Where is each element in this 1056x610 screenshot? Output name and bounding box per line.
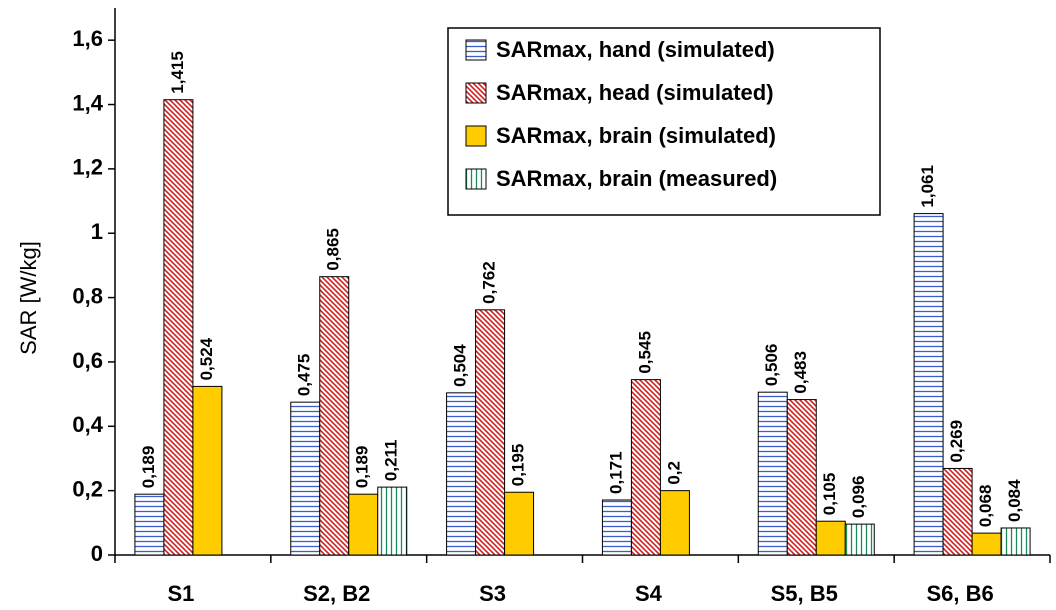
value-label: 0,084 <box>1005 479 1024 522</box>
y-tick-label: 1,2 <box>72 155 103 180</box>
bar <box>1000 527 1031 556</box>
legend-swatch <box>465 82 487 104</box>
value-label: 0,068 <box>976 485 995 528</box>
bar <box>377 486 408 556</box>
bar <box>504 491 535 556</box>
y-tick-label: 1,6 <box>72 26 103 51</box>
bar <box>192 385 223 556</box>
value-label: 1,415 <box>168 51 187 94</box>
x-tick-label: S2, B2 <box>303 581 370 606</box>
value-label: 0,504 <box>451 344 470 387</box>
value-label: 1,061 <box>918 165 937 208</box>
bar <box>844 523 875 556</box>
bar <box>659 490 690 556</box>
y-tick-label: 0,6 <box>72 348 103 373</box>
value-label: 0,211 <box>382 439 401 481</box>
x-tick-label: S4 <box>635 581 663 606</box>
bar <box>786 399 817 556</box>
value-label: 0,2 <box>664 461 683 485</box>
legend-swatch <box>465 125 487 147</box>
value-label: 0,096 <box>849 476 868 519</box>
x-tick-label: S5, B5 <box>771 581 838 606</box>
y-tick-label: 0 <box>91 541 103 566</box>
x-tick-label: S1 <box>167 581 194 606</box>
y-axis-title: SAR [W/kg] <box>16 241 41 355</box>
legend-label: SARmax, brain (simulated) <box>496 123 776 148</box>
value-label: 0,189 <box>139 446 158 489</box>
value-label: 0,105 <box>820 473 839 516</box>
value-label: 0,483 <box>791 351 810 394</box>
legend-label: SARmax, head (simulated) <box>496 80 774 105</box>
bar <box>475 309 506 556</box>
bar <box>942 467 973 556</box>
bar <box>163 99 194 556</box>
y-tick-label: 1,4 <box>72 90 103 115</box>
value-label: 0,865 <box>324 228 343 271</box>
x-tick-label: S6, B6 <box>926 581 993 606</box>
bar <box>290 401 321 556</box>
bar <box>446 392 477 556</box>
value-label: 0,195 <box>509 444 528 487</box>
y-tick-label: 0,8 <box>72 283 103 308</box>
bar <box>601 499 632 556</box>
y-tick-label: 0,4 <box>72 412 103 437</box>
value-label: 0,524 <box>197 337 216 380</box>
value-label: 0,506 <box>762 344 781 387</box>
value-label: 0,545 <box>635 331 654 374</box>
bar <box>757 391 788 556</box>
legend-box <box>447 27 881 216</box>
legend-label: SARmax, brain (measured) <box>496 166 777 191</box>
legend-swatch <box>465 39 487 61</box>
bar <box>971 532 1002 556</box>
legend: SARmax, hand (simulated) SARmax, head (si… <box>447 27 881 216</box>
bar <box>348 493 379 556</box>
bar <box>630 379 661 556</box>
value-label: 0,171 <box>606 451 625 494</box>
value-label: 0,189 <box>353 446 372 489</box>
bar <box>913 213 944 556</box>
legend-swatch <box>465 168 487 190</box>
value-label: 0,269 <box>947 420 966 463</box>
y-tick-label: 1 <box>91 219 103 244</box>
bar <box>815 520 846 556</box>
bar <box>319 276 350 556</box>
bar <box>134 493 165 556</box>
legend-label: SARmax, hand (simulated) <box>496 37 775 62</box>
value-label: 0,475 <box>295 354 314 397</box>
value-label: 0,762 <box>480 261 499 304</box>
y-tick-label: 0,2 <box>72 476 103 501</box>
x-tick-label: S3 <box>479 581 506 606</box>
